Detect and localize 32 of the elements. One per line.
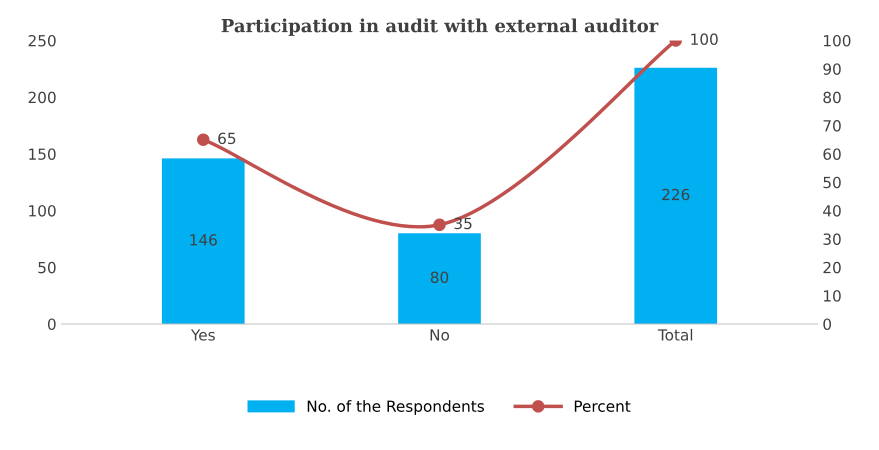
bar xyxy=(634,68,718,324)
data-label: 100 xyxy=(691,33,718,45)
data-label: 35 xyxy=(454,218,472,230)
y2-tick-label: 80 xyxy=(823,92,841,104)
chart-title: Participation in audit with external auditor xyxy=(222,18,658,36)
data-label: 226 xyxy=(662,188,690,200)
y2-tick-label: 20 xyxy=(823,262,841,274)
y2-tick-label: 70 xyxy=(824,120,841,132)
y-tick-label: 250 xyxy=(28,34,56,47)
y2-tick-label: 30 xyxy=(823,233,841,245)
y2-tick-label: 40 xyxy=(823,205,841,217)
y-tick-label: 200 xyxy=(28,92,56,104)
x-tick-label: Total xyxy=(658,328,692,341)
data-label: 80 xyxy=(430,272,448,284)
data-label: 146 xyxy=(190,234,217,246)
y2-tick-label: 50 xyxy=(824,176,841,188)
legend-label: No. of the Respondents xyxy=(308,400,484,415)
x-tick-label: No xyxy=(430,329,450,341)
y-tick-label: 50 xyxy=(38,262,56,274)
y2-tick-label: 90 xyxy=(823,63,841,75)
y2-tick-label: 100 xyxy=(824,34,850,47)
y-tick-label: 150 xyxy=(29,148,56,160)
y2-tick-label: 10 xyxy=(824,290,841,302)
bar xyxy=(398,233,481,324)
y-tick-label: 100 xyxy=(29,205,56,217)
x-tick-label: Yes xyxy=(190,329,215,341)
y2-tick-label: 0 xyxy=(823,318,832,330)
legend-label: Percent xyxy=(574,400,630,412)
bar xyxy=(162,158,245,324)
data-label: 65 xyxy=(218,132,236,144)
y2-tick-label: 60 xyxy=(823,148,841,160)
y-tick-label: 0 xyxy=(48,318,56,330)
